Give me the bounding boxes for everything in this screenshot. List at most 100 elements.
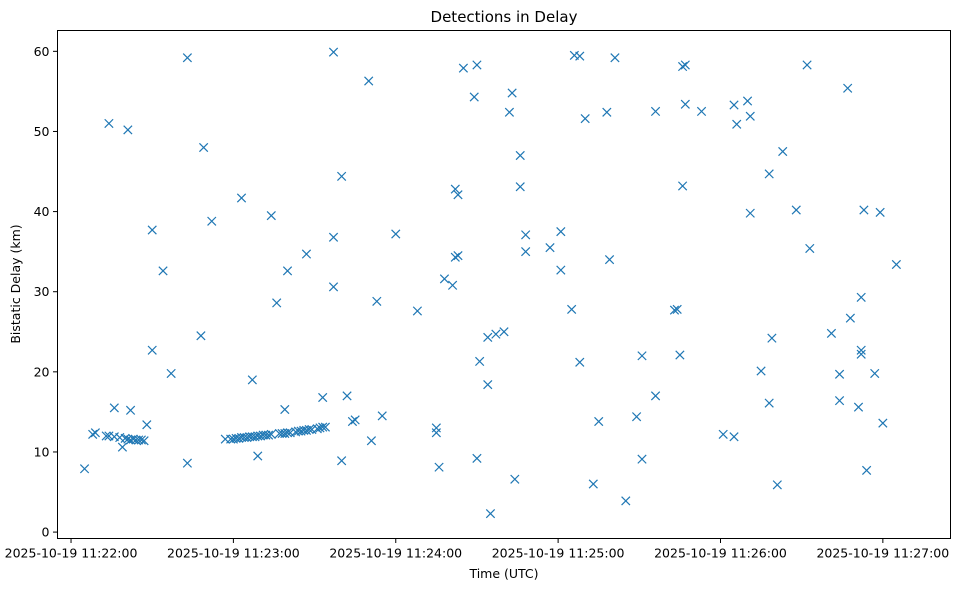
data-point: [79, 464, 90, 474]
data-points: [79, 47, 902, 519]
y-tick-label: 50: [34, 124, 50, 139]
data-point: [342, 391, 352, 401]
data-point: [272, 298, 282, 308]
data-point: [510, 474, 520, 484]
y-tick-label: 30: [34, 284, 50, 299]
data-point: [772, 480, 782, 490]
data-point: [767, 333, 777, 343]
data-point: [778, 146, 788, 157]
data-point: [366, 436, 377, 446]
data-point: [729, 100, 739, 110]
data-point: [675, 350, 685, 360]
data-point: [196, 331, 206, 341]
data-point: [856, 349, 866, 359]
data-point: [280, 404, 290, 415]
data-point: [878, 418, 888, 428]
data-point: [669, 305, 680, 315]
data-point: [891, 259, 902, 270]
data-point: [845, 313, 856, 323]
data-point: [123, 125, 133, 135]
y-tick-label: 60: [34, 44, 50, 59]
data-point: [834, 369, 845, 379]
data-point: [610, 53, 620, 63]
data-point: [158, 266, 168, 276]
data-point: [680, 60, 690, 70]
data-point: [575, 51, 585, 61]
x-tick-label: 2025-10-19 11:25:00: [492, 546, 625, 561]
data-point: [567, 304, 577, 314]
data-point: [301, 249, 312, 259]
data-point: [861, 465, 872, 476]
data-point: [453, 251, 463, 261]
y-axis-label: Bistatic Delay (km): [8, 224, 23, 343]
data-point: [650, 391, 661, 401]
data-point: [637, 351, 647, 361]
data-point: [696, 106, 707, 117]
data-point: [604, 255, 615, 265]
data-point: [147, 345, 157, 355]
data-point: [318, 392, 328, 403]
data-point: [621, 496, 631, 506]
data-point: [729, 432, 739, 442]
y-tick-label: 20: [34, 364, 50, 379]
data-point: [672, 304, 682, 314]
data-point: [282, 428, 293, 438]
x-tick-label: 2025-10-19 11:23:00: [167, 546, 300, 561]
data-point: [745, 208, 755, 218]
data-point: [870, 368, 880, 379]
data-point: [631, 412, 642, 422]
data-point: [412, 306, 423, 316]
data-point: [475, 356, 485, 367]
data-point: [499, 327, 509, 337]
data-point: [266, 210, 276, 221]
x-axis-label: Time (UTC): [468, 566, 538, 581]
data-point: [431, 428, 441, 438]
data-point: [491, 329, 501, 339]
data-point: [328, 282, 339, 292]
data-point: [328, 232, 339, 242]
data-point: [469, 92, 479, 102]
data-point: [304, 424, 314, 435]
data-point: [104, 118, 114, 129]
data-point: [117, 442, 128, 452]
data-point: [504, 107, 515, 117]
data-point: [602, 107, 612, 117]
data-point: [453, 190, 463, 200]
y-tick-label: 40: [34, 204, 50, 219]
data-point: [350, 415, 360, 425]
data-point: [856, 345, 866, 355]
data-point: [101, 431, 111, 441]
data-point: [450, 252, 460, 262]
data-point: [90, 428, 101, 438]
data-point: [834, 396, 845, 406]
y-tick-label: 10: [34, 444, 50, 459]
data-point: [312, 424, 322, 434]
data-point: [588, 479, 598, 489]
data-point: [136, 435, 147, 445]
chart-title: Detections in Delay: [431, 8, 578, 26]
x-tick-label: 2025-10-19 11:26:00: [654, 546, 787, 561]
data-point: [328, 47, 339, 57]
x-axis: 2025-10-19 11:22:00 2025-10-19 11:23:00 20…: [5, 538, 949, 561]
data-point: [507, 88, 517, 98]
data-point: [853, 402, 864, 412]
data-point: [207, 216, 217, 226]
data-point: [515, 182, 525, 192]
x-tick-label: 2025-10-19 11:27:00: [816, 546, 949, 561]
data-point: [125, 405, 136, 415]
data-point: [515, 150, 525, 161]
data-point: [485, 509, 496, 519]
data-point: [791, 205, 801, 215]
x-tick-label: 2025-10-19 11:22:00: [5, 546, 138, 561]
data-point: [637, 454, 647, 464]
data-point: [434, 462, 444, 472]
data-point: [805, 243, 815, 254]
data-point: [650, 106, 661, 117]
data-point: [843, 83, 853, 93]
data-point: [545, 243, 555, 253]
data-point: [580, 114, 590, 124]
y-tick-label: 0: [42, 525, 50, 540]
data-point: [677, 181, 688, 191]
data-point: [521, 247, 531, 257]
data-point: [337, 456, 347, 466]
